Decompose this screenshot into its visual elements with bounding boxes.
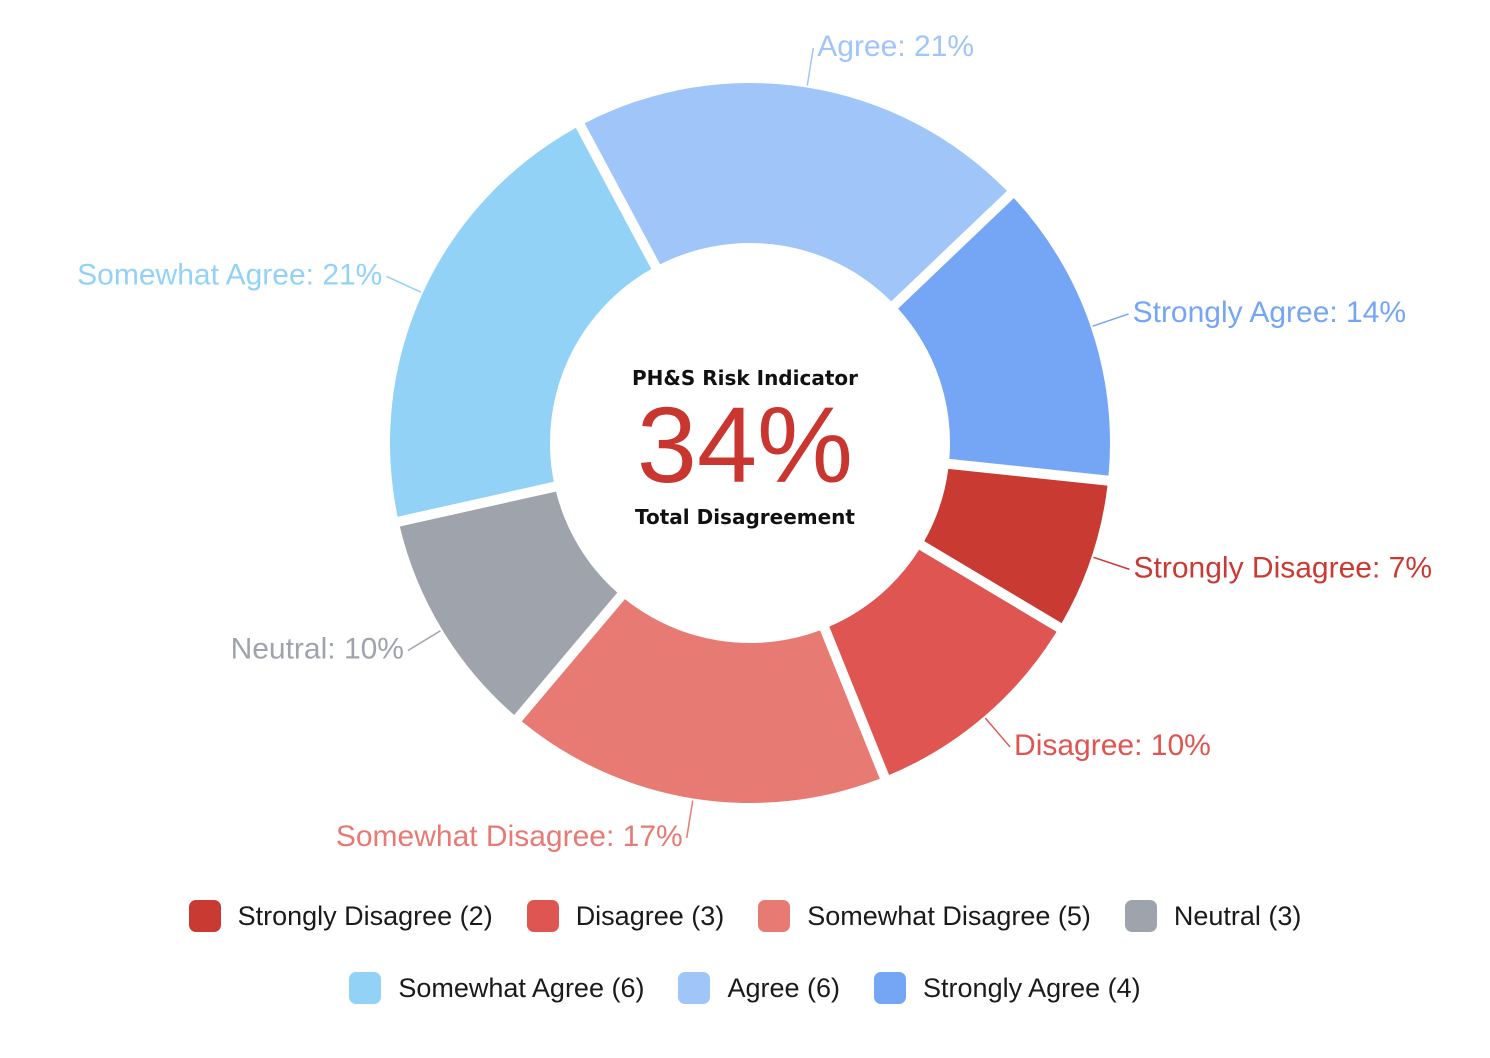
legend-swatch <box>526 900 559 932</box>
legend-item-agree[interactable]: Agree (6) <box>678 972 840 1004</box>
legend-label: Disagree (3) <box>575 900 725 931</box>
label-somewhat-agree: Somewhat Agree: 21% <box>77 258 382 291</box>
slice-strongly-agree[interactable] <box>898 198 1111 476</box>
legend-label: Neutral (3) <box>1173 900 1302 931</box>
slice-somewhat-agree[interactable] <box>390 127 652 517</box>
legend-label: Agree (6) <box>727 972 841 1003</box>
legend-swatch <box>349 972 382 1004</box>
leader-strongly-disagree <box>1093 556 1130 571</box>
leader-agree <box>806 47 815 86</box>
legend-item-somewhat-disagree[interactable]: Somewhat Disagree (5) <box>758 900 1091 932</box>
donut-chart: Strongly Disagree: 7% Disagree: 10% Somewh… <box>77 30 1432 853</box>
label-disagree: Disagree: 10% <box>1014 729 1211 762</box>
legend-label: Somewhat Disagree (5) <box>807 900 1091 931</box>
legend-item-strongly-agree[interactable]: Strongly Agree (4) <box>874 972 1141 1004</box>
legend-label: Strongly Disagree (2) <box>237 900 493 931</box>
legend-label: Strongly Agree (4) <box>923 972 1141 1003</box>
legend-swatch <box>874 972 907 1004</box>
label-leader-lines <box>386 47 1130 839</box>
label-strongly-agree: Strongly Agree: 14% <box>1133 296 1407 329</box>
leader-disagree <box>984 717 1011 748</box>
leader-strongly-agree <box>1092 313 1129 327</box>
legend-item-neutral[interactable]: Neutral (3) <box>1124 900 1302 932</box>
center-title: PH&S Risk Indicator <box>632 366 858 390</box>
legend-swatch <box>188 900 221 932</box>
legend-swatch <box>758 900 791 932</box>
leader-neutral <box>407 630 441 652</box>
legend-item-strongly-disagree[interactable]: Strongly Disagree (2) <box>188 900 493 932</box>
slice-somewhat-disagree[interactable] <box>521 599 880 803</box>
legend-swatch <box>1124 900 1157 932</box>
donut-slices <box>390 82 1111 803</box>
legend: Strongly Disagree (2) Disagree (3) Somewha… <box>0 880 1490 1024</box>
legend-label: Somewhat Agree (6) <box>398 972 645 1003</box>
slice-agree[interactable] <box>584 82 1007 302</box>
label-neutral: Neutral: 10% <box>231 632 404 665</box>
slice-disagree[interactable] <box>829 549 1057 776</box>
legend-item-somewhat-agree[interactable]: Somewhat Agree (6) <box>349 972 644 1004</box>
slice-labels: Strongly Disagree: 7% Disagree: 10% Somewh… <box>77 30 1432 853</box>
slice-strongly-disagree[interactable] <box>924 468 1108 624</box>
slice-neutral[interactable] <box>399 491 618 715</box>
center-subtitle: Total Disagreement <box>635 505 855 529</box>
leader-somewhat-disagree <box>685 800 694 839</box>
legend-item-disagree[interactable]: Disagree (3) <box>526 900 725 932</box>
label-agree: Agree: 21% <box>817 30 974 63</box>
legend-row: Somewhat Agree (6) Agree (6) Strongly Agre… <box>0 952 1490 1024</box>
legend-swatch <box>678 972 711 1004</box>
label-strongly-disagree: Strongly Disagree: 7% <box>1134 551 1432 584</box>
label-somewhat-disagree: Somewhat Disagree: 17% <box>336 820 683 853</box>
legend-row: Strongly Disagree (2) Disagree (3) Somewha… <box>0 880 1490 952</box>
center-value: 34% <box>637 384 853 505</box>
leader-somewhat-agree <box>386 275 422 293</box>
center-text: PH&S Risk Indicator 34% Total Disagreeme… <box>632 366 858 529</box>
